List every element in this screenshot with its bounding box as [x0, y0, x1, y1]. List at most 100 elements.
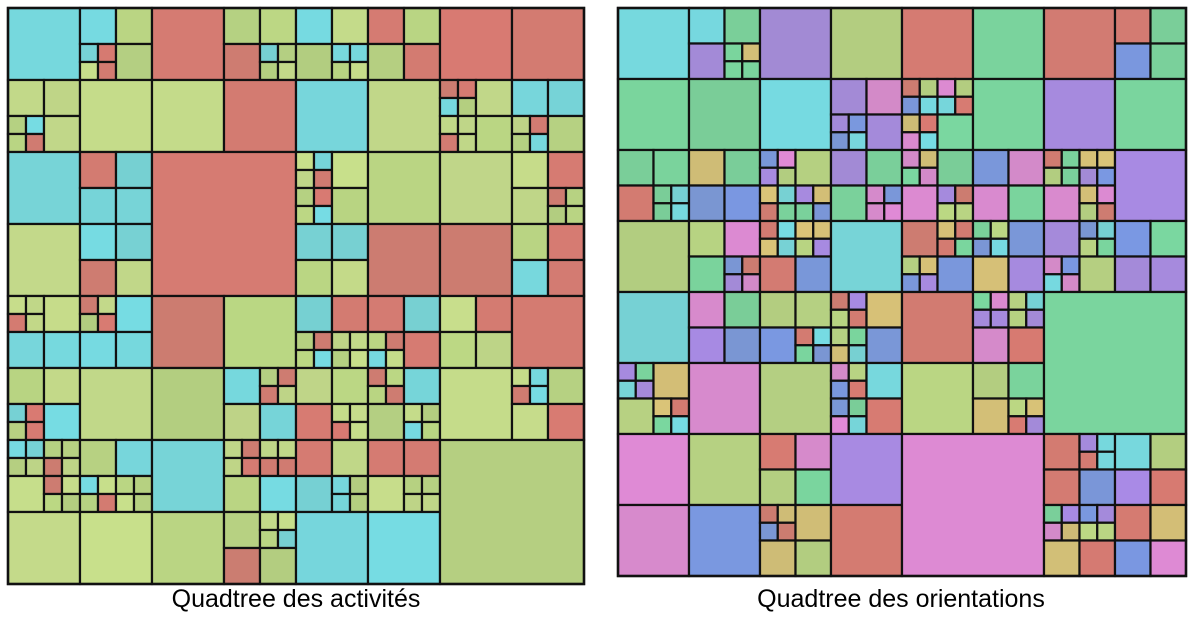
quadtree-cell [512, 116, 530, 134]
quadtree-cell [689, 221, 725, 257]
quadtree-cell [636, 381, 654, 399]
quadtree-cell [955, 239, 973, 257]
quadtree-cell [332, 476, 350, 494]
quadtree-cell [332, 422, 350, 440]
quadtree-cell [224, 458, 242, 476]
quadtree-cell [1080, 257, 1116, 293]
quadtree-cell [618, 8, 689, 79]
quadtree-cell [796, 434, 832, 470]
quadtree-cell [654, 186, 672, 204]
quadtree-cell [548, 404, 584, 440]
quadtree-cell [1044, 541, 1080, 577]
quadtree-cell [1044, 79, 1115, 150]
quadtree-cell [742, 61, 760, 79]
quadtree-cell [260, 368, 278, 386]
quadtree-cell [98, 62, 116, 80]
quadtree-cell [368, 512, 440, 584]
quadtree-activities [8, 8, 584, 584]
quadtree-cell [1009, 292, 1027, 310]
quadtree-cell [332, 332, 350, 350]
quadtree-cell [973, 310, 991, 328]
quadtree-cell [26, 296, 44, 314]
quadtree-cell [80, 368, 152, 440]
page: Quadtree des activités Quadtree des orie… [0, 0, 1192, 620]
quadtree-cell [725, 292, 761, 328]
quadtree-cell [368, 332, 386, 350]
quadtree-cell [1151, 8, 1187, 44]
quadtree-cell [1115, 470, 1151, 506]
quadtree-cell [332, 44, 350, 62]
quadtree-cell [742, 44, 760, 62]
quadtree-cell [1151, 221, 1187, 257]
quadtree-cell [973, 8, 1044, 79]
quadtree-cell [314, 152, 332, 170]
quadtree-cell [278, 386, 296, 404]
quadtree-cell [1080, 470, 1116, 506]
quadtree-cell [955, 186, 973, 204]
quadtree-cell [332, 404, 350, 422]
quadtree-cell [368, 296, 404, 332]
quadtree-cell [260, 548, 296, 584]
quadtree-cell [760, 203, 778, 221]
quadtree-cell [116, 494, 134, 512]
quadtree-cell [1080, 221, 1098, 239]
quadtree-cell [278, 530, 296, 548]
quadtree-cell [796, 150, 832, 186]
quadtree-cell [116, 152, 152, 188]
quadtree-cell [813, 186, 831, 204]
quadtree-cell [618, 399, 654, 435]
quadtree-cell [512, 260, 548, 296]
quadtree-cell [1009, 363, 1045, 399]
quadtree-cell [831, 115, 849, 133]
quadtree-cell [938, 150, 974, 186]
quadtree-cell [404, 44, 440, 80]
quadtree-cell [98, 476, 116, 494]
quadtree-cell [368, 80, 440, 152]
quadtree-cell [902, 150, 920, 168]
quadtree-cell [368, 440, 404, 476]
quadtree-cell [440, 98, 458, 116]
quadtree-cell [867, 79, 903, 115]
quadtree-cell [689, 292, 725, 328]
quadtree-cell [422, 476, 440, 494]
quadtree-cell [1044, 470, 1080, 506]
quadtree-cell [98, 494, 116, 512]
quadtree-cell [368, 386, 386, 404]
quadtree-cell [260, 512, 278, 530]
quadtree-cell [831, 132, 849, 150]
quadtree-cell [991, 310, 1009, 328]
quadtree-cell [116, 8, 152, 44]
quadtree-cell [725, 274, 743, 292]
quadtree-cell [760, 505, 778, 523]
quadtree-cell [1009, 186, 1045, 222]
quadtree-cell [116, 224, 152, 260]
quadtree-cell [725, 186, 761, 222]
quadtree-cell [1097, 186, 1115, 204]
quadtree-cell [902, 434, 1044, 576]
quadtree-cell [1097, 221, 1115, 239]
quadtree-cell [224, 44, 260, 80]
quadtree-cell [404, 494, 422, 512]
quadtree-cell [404, 440, 440, 476]
quadtree-cell [867, 115, 903, 151]
quadtree-cell [938, 115, 974, 151]
quadtree-cell [1044, 505, 1062, 523]
quadtree-cell [920, 150, 938, 168]
quadtree-cell [938, 239, 956, 257]
quadtree-cell [671, 416, 689, 434]
quadtree-cell [725, 8, 761, 44]
quadtree-cell [44, 296, 80, 332]
quadtree-cell [8, 332, 44, 368]
quadtree-cell [1115, 541, 1151, 577]
quadtree-cell [902, 115, 920, 133]
quadtree-cell [1044, 186, 1080, 222]
caption: Quadtree des activités [172, 585, 421, 613]
quadtree-cell [1080, 523, 1098, 541]
quadtree-cell [278, 44, 296, 62]
quadtree-cell [224, 80, 296, 152]
quadtree-cell [796, 203, 814, 221]
quadtree-cell [1097, 523, 1115, 541]
quadtree-cell [1080, 186, 1098, 204]
quadtree-cell [796, 292, 832, 328]
quadtree-cell [1080, 434, 1098, 452]
